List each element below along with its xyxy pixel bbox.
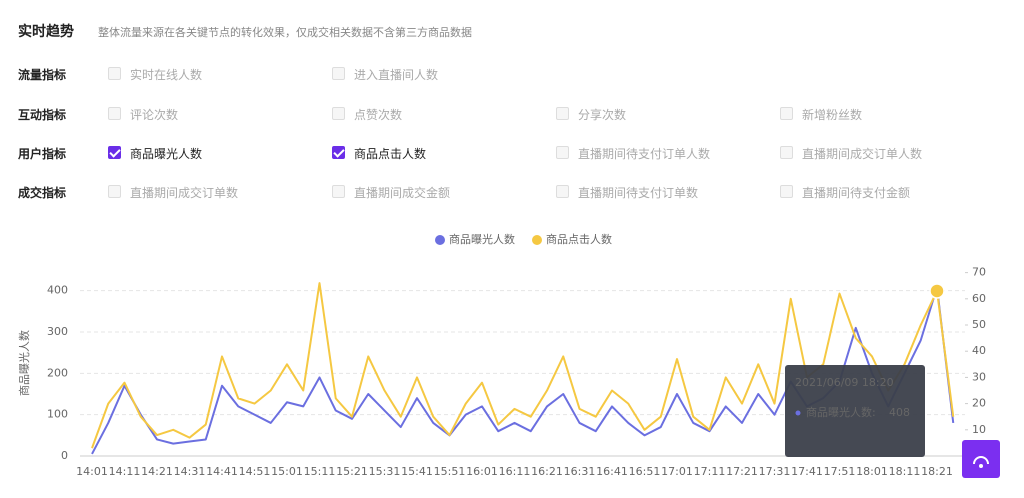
x-tick-label: 18:01 [856, 465, 888, 478]
checkbox[interactable] [780, 107, 793, 120]
option-label: 实时在线人数 [130, 68, 203, 82]
legend-label: 商品点击人数 [546, 232, 612, 246]
y2-tick-label: 30 [972, 370, 986, 383]
checkbox[interactable] [108, 67, 121, 80]
x-tick-label: 14:51 [239, 465, 271, 478]
checkbox[interactable] [780, 185, 793, 198]
checkbox[interactable] [332, 67, 345, 80]
option-label: 直播期间待支付订单人数 [578, 147, 711, 161]
x-tick-label: 15:11 [304, 465, 336, 478]
x-tick-label: 15:41 [401, 465, 433, 478]
assistant-button[interactable] [962, 440, 1000, 478]
x-tick-label: 17:01 [661, 465, 693, 478]
checkbox[interactable] [332, 107, 345, 120]
x-tick-label: 15:01 [271, 465, 303, 478]
filter-label: 用户指标 [18, 147, 67, 161]
y-tick-label: 400 [47, 284, 68, 297]
x-tick-label: 17:21 [726, 465, 758, 478]
x-tick-label: 16:11 [499, 465, 531, 478]
checkbox[interactable] [332, 146, 345, 159]
x-tick-label: 14:21 [141, 465, 173, 478]
y2-tick-label: 50 [972, 318, 986, 331]
x-tick-label: 16:01 [466, 465, 498, 478]
x-tick-label: 17:31 [759, 465, 791, 478]
x-tick-label: 14:31 [174, 465, 206, 478]
y2-tick-label: 20 [972, 397, 986, 410]
x-tick-label: 15:21 [336, 465, 368, 478]
y2-tick-label: 40 [972, 344, 986, 357]
x-tick-label: 16:31 [564, 465, 596, 478]
legend-label: 商品曝光人数 [449, 232, 515, 246]
x-tick-label: 18:11 [889, 465, 921, 478]
subtitle: 整体流量来源在各关键节点的转化效果，仅成交相关数据不含第三方商品数据 [98, 26, 472, 39]
x-tick-label: 17:51 [824, 465, 856, 478]
filter-label: 互动指标 [18, 108, 67, 122]
x-tick-label: 17:11 [694, 465, 726, 478]
checkbox[interactable] [556, 146, 569, 159]
y2-tick-label: 60 [972, 292, 986, 305]
y-tick-label: 100 [47, 408, 68, 421]
x-tick-label: 18:21 [921, 465, 953, 478]
legend-dot [532, 235, 542, 245]
y2-tick-label: 10 [972, 423, 986, 436]
x-tick-label: 15:31 [369, 465, 401, 478]
tooltip-box [785, 365, 925, 457]
option-label: 进入直播间人数 [354, 68, 439, 82]
x-tick-label: 14:41 [206, 465, 238, 478]
x-tick-label: 16:21 [531, 465, 563, 478]
checkbox[interactable] [108, 107, 121, 120]
y-axis-label: 商品曝光人数 [17, 330, 31, 396]
option-label: 商品点击人数 [354, 147, 427, 161]
checkbox[interactable] [108, 146, 121, 159]
tooltip-dot [795, 410, 801, 416]
checkbox[interactable] [780, 146, 793, 159]
title: 实时趋势 [18, 24, 74, 40]
checkbox[interactable] [108, 185, 121, 198]
option-label: 评论次数 [130, 108, 179, 122]
option-label: 新增粉丝数 [802, 108, 863, 122]
legend-dot [435, 235, 445, 245]
x-tick-label: 17:41 [791, 465, 823, 478]
option-label: 直播期间成交金额 [354, 186, 451, 200]
tooltip-label: 商品曝光人数: [806, 405, 876, 419]
tooltip-title: 2021/06/09 18:20 [795, 376, 894, 389]
x-tick-label: 16:41 [596, 465, 628, 478]
tooltip-value: 408 [889, 406, 910, 419]
option-label: 直播期间成交订单数 [130, 186, 239, 200]
x-tick-label: 16:51 [629, 465, 661, 478]
x-tick-label: 14:01 [76, 465, 108, 478]
option-label: 点赞次数 [354, 108, 403, 122]
y-tick-label: 300 [47, 325, 68, 338]
y2-tick-label: 70 [972, 266, 986, 279]
filter-label: 成交指标 [18, 186, 67, 200]
checkbox[interactable] [556, 107, 569, 120]
option-label: 分享次数 [578, 108, 627, 122]
option-label: 商品曝光人数 [130, 147, 203, 161]
x-tick-label: 15:51 [434, 465, 466, 478]
option-label: 直播期间待支付金额 [802, 186, 911, 200]
y-tick-label: 200 [47, 366, 68, 379]
x-tick-label: 14:11 [109, 465, 141, 478]
y-tick-label: 0 [61, 449, 68, 462]
highlight-point [929, 283, 945, 299]
checkbox[interactable] [332, 185, 345, 198]
tooltip: 2021/06/09 18:20 商品曝光人数: 408 [785, 365, 925, 457]
assistant-icon [973, 456, 989, 468]
checkbox[interactable] [556, 185, 569, 198]
filter-label: 流量指标 [18, 68, 67, 82]
option-label: 直播期间待支付订单数 [578, 186, 699, 200]
option-label: 直播期间成交订单人数 [802, 147, 923, 161]
